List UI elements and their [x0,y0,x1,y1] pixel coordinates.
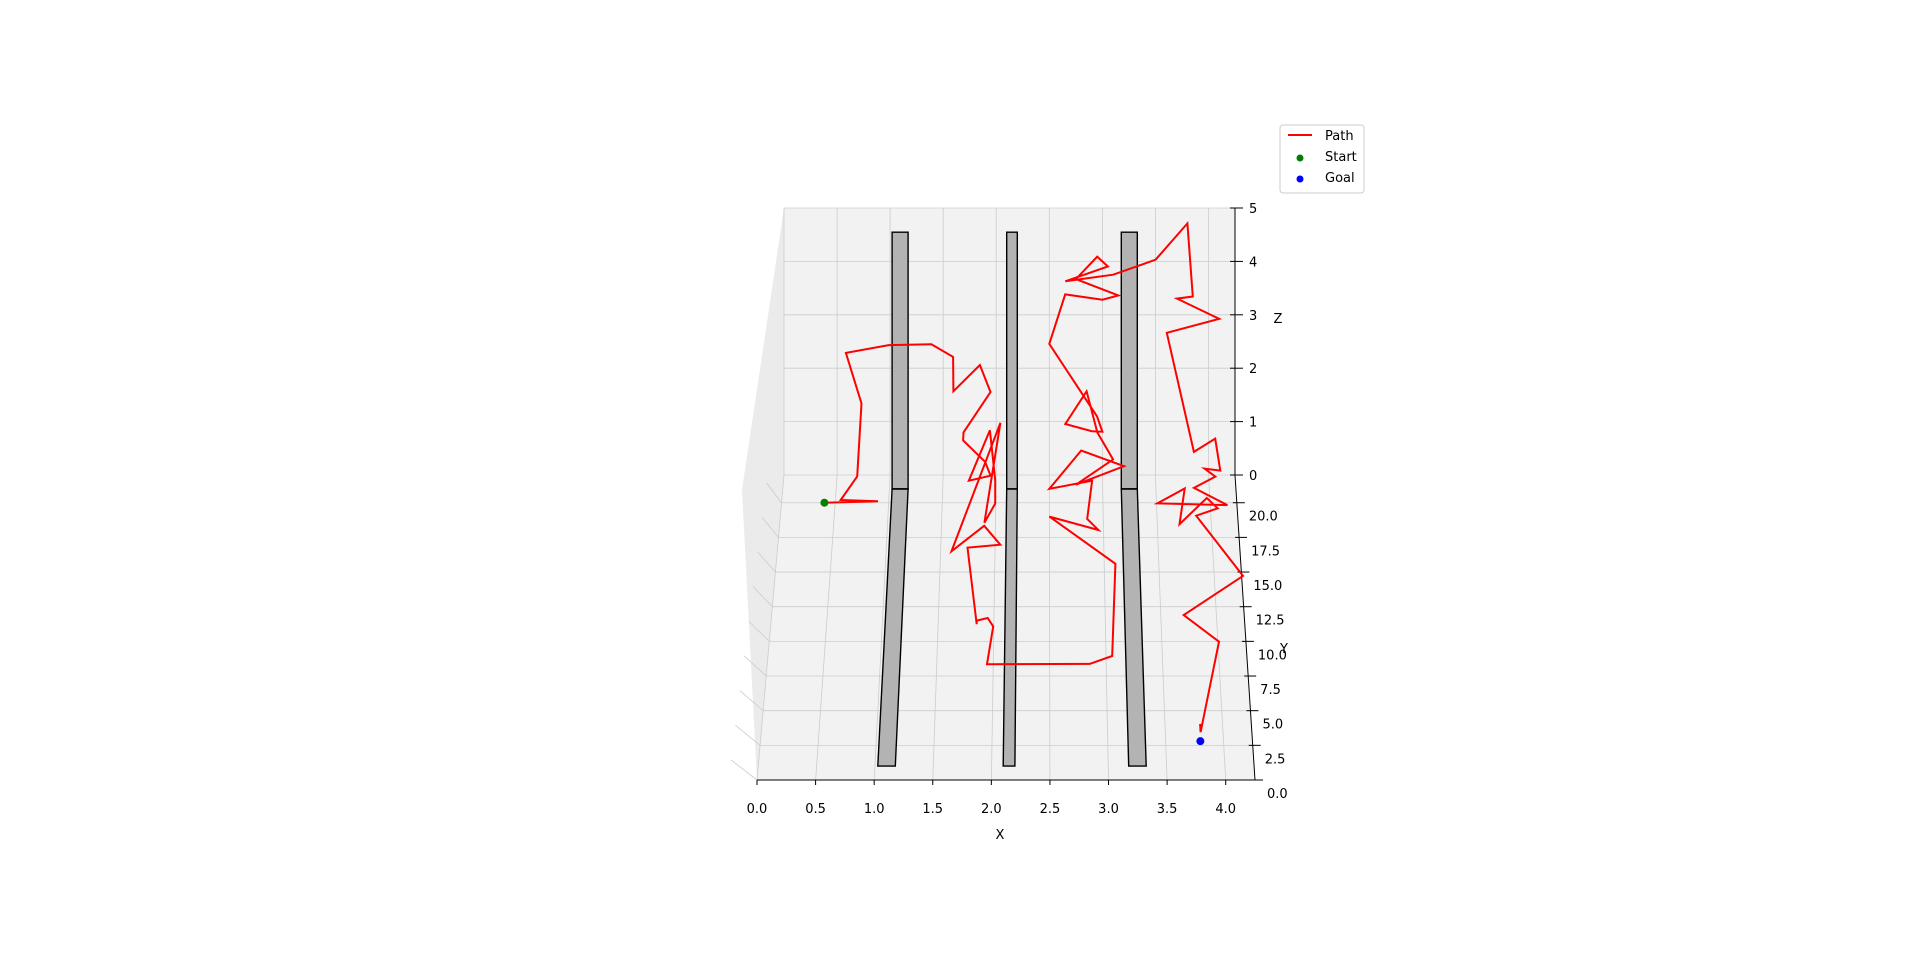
side-wall-pane [742,208,784,780]
x-tick-label-0: 0.0 [747,802,768,817]
obstacles-layer [877,231,1147,767]
z-tick-label-3: 3 [1249,309,1257,324]
grid-line-ywall-4 [748,621,770,642]
y-tick-label-3: 7.5 [1260,683,1281,698]
x-tick-label-1: 0.5 [805,802,826,817]
obstacle-wall-0 [891,231,909,490]
legend-start-swatch [1296,154,1304,162]
y-tick-label-8: 20.0 [1249,510,1278,525]
grid-line-ywall-7 [761,517,779,538]
x-tick-label-6: 3.0 [1098,802,1119,817]
grid-line-ywall-5 [752,586,773,607]
y-tick-label-7: 17.5 [1251,544,1280,559]
x-tick-label-8: 4.0 [1215,802,1236,817]
y-axis-line [1234,474,1256,781]
y-tick-label-4: 10.0 [1258,648,1287,663]
axes-lines [757,208,1256,781]
goal-marker [1196,737,1205,746]
legend: Path Start Goal [1279,124,1365,194]
grid-line-ywall-6 [757,551,776,573]
x-axis-label: X [996,828,1005,843]
y-tick-label-2: 5.0 [1262,718,1283,733]
legend-path-label: Path [1325,129,1354,144]
path-layer [824,220,1245,733]
legend-goal-swatch [1296,175,1304,183]
obstacle-wall-1 [1006,231,1018,490]
z-tick-label-2: 2 [1249,362,1257,377]
x-tick-label-2: 1.0 [864,802,885,817]
grid-line-ywall-1 [735,725,761,746]
start-marker [820,498,829,507]
x-tick-label-5: 2.5 [1040,802,1061,817]
z-axis-label: Z [1274,312,1283,327]
grid-line-ywall-3 [744,655,767,677]
y-tick-label-1: 2.5 [1265,752,1286,767]
z-tick-label-5: 5 [1249,202,1257,217]
x-tick-label-7: 3.5 [1157,802,1178,817]
y-axis-label: Y [1279,642,1288,657]
axis-ticks: 0.0 0.5 1.0 1.5 2.0 2.5 3.0 3.5 4.0 0.0 2.5 5.0 7.5 1… [747,202,1288,817]
x-tick-label-4: 2.0 [981,802,1002,817]
y-tick-label-6: 15.0 [1253,579,1282,594]
obstacle-1 [1002,231,1019,767]
markers-layer [820,498,1205,746]
axes-panes [742,208,1255,780]
z-tick-label-1: 1 [1249,416,1257,431]
path-line-0 [824,220,1245,733]
z-tick-label-4: 4 [1249,255,1257,270]
y-tick-label-5: 12.5 [1256,614,1285,629]
x-tick-label-3: 1.5 [922,802,943,817]
legend-goal-label: Goal [1325,171,1355,186]
obstacle-2 [1120,231,1147,767]
grid-line-ywall-8 [766,482,782,503]
grid-line-ywall-2 [739,690,764,711]
y-tick-label-0: 0.0 [1267,787,1288,802]
z-tick-label-0: 0 [1249,469,1257,484]
grid-line-ywall-0 [730,759,758,781]
legend-start-label: Start [1325,150,1357,165]
obstacle-0 [877,231,909,767]
